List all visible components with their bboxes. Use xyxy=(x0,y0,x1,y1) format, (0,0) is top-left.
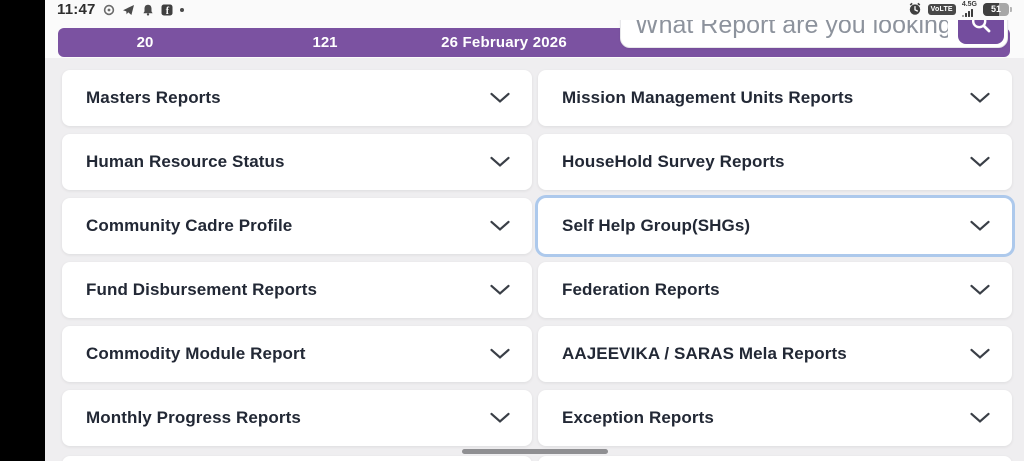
card-label: Masters Reports xyxy=(86,88,221,107)
battery-icon: 51 xyxy=(983,2,1012,16)
battery-percent: 51 xyxy=(990,4,1001,14)
telegram-icon xyxy=(122,4,135,16)
partial-card-left[interactable] xyxy=(62,456,532,461)
status-bar-left: 11:47 f xyxy=(57,1,184,18)
card-label: Mission Management Units Reports xyxy=(562,88,854,107)
signal-strength-bars xyxy=(961,9,973,17)
report-category-commodity-module-report[interactable]: Commodity Module Report xyxy=(62,326,532,382)
chevron-down-icon xyxy=(970,154,990,172)
chevron-down-icon xyxy=(490,282,510,300)
camera-cutout-strip xyxy=(0,0,45,461)
status-bar: 11:47 f VoLTE xyxy=(45,0,1024,20)
report-category-aajeevika-saras-mela-reports[interactable]: AAJEEVIKA / SARAS Mela Reports xyxy=(538,326,1012,382)
report-category-exception-reports[interactable]: Exception Reports xyxy=(538,390,1012,446)
record-circle-icon xyxy=(103,4,115,16)
chevron-down-icon xyxy=(970,218,990,236)
card-label: AAJEEVIKA / SARAS Mela Reports xyxy=(562,344,847,363)
magnifier-icon xyxy=(970,20,992,37)
svg-text:f: f xyxy=(165,6,169,16)
dot-icon xyxy=(179,7,184,12)
chevron-down-icon xyxy=(490,218,510,236)
report-category-monthly-progress-reports[interactable]: Monthly Progress Reports xyxy=(62,390,532,446)
report-search-box xyxy=(620,20,1008,48)
chevron-down-icon xyxy=(490,154,510,172)
header-stat-2: 121 xyxy=(312,34,338,51)
facebook-icon: f xyxy=(161,4,173,16)
chevron-down-icon xyxy=(970,410,990,428)
chevron-down-icon xyxy=(490,90,510,108)
gesture-navigation-pill[interactable] xyxy=(462,449,608,454)
chevron-down-icon xyxy=(970,282,990,300)
report-category-self-help-group-shgs[interactable]: Self Help Group(SHGs) xyxy=(538,198,1012,254)
chevron-down-icon xyxy=(970,346,990,364)
report-category-community-cadre-profile[interactable]: Community Cadre Profile xyxy=(62,198,532,254)
card-label: Federation Reports xyxy=(562,280,720,299)
card-label: Exception Reports xyxy=(562,408,714,427)
app-content: 20 121 26 February 2026 Masters Reports … xyxy=(45,20,1024,461)
card-label: Self Help Group(SHGs) xyxy=(562,216,751,235)
header-stat-1: 20 xyxy=(136,34,154,51)
header-date: 26 February 2026 xyxy=(441,34,567,51)
status-bar-right: VoLTE 4.5G 51 xyxy=(908,1,1012,17)
search-button[interactable] xyxy=(958,20,1004,44)
report-category-mission-management-units-reports[interactable]: Mission Management Units Reports xyxy=(538,70,1012,126)
report-category-human-resource-status[interactable]: Human Resource Status xyxy=(62,134,532,190)
report-category-fund-disbursement-reports[interactable]: Fund Disbursement Reports xyxy=(62,262,532,318)
chevron-down-icon xyxy=(970,90,990,108)
network-type-label: 4.5G xyxy=(961,1,977,8)
signal-bars-icon: 4.5G xyxy=(961,1,977,17)
report-category-household-survey-reports[interactable]: HouseHold Survey Reports xyxy=(538,134,1012,190)
clock-time: 11:47 xyxy=(57,1,96,18)
volte-badge: VoLTE xyxy=(927,3,956,15)
report-category-masters-reports[interactable]: Masters Reports xyxy=(62,70,532,126)
search-input[interactable] xyxy=(623,20,948,47)
chevron-down-icon xyxy=(490,346,510,364)
report-category-federation-reports[interactable]: Federation Reports xyxy=(538,262,1012,318)
card-label: HouseHold Survey Reports xyxy=(562,152,785,171)
card-label: Fund Disbursement Reports xyxy=(86,280,318,299)
card-label: Commodity Module Report xyxy=(86,344,306,363)
bell-icon xyxy=(142,4,154,16)
device-screen: 11:47 f VoLTE xyxy=(45,0,1024,461)
card-label: Monthly Progress Reports xyxy=(86,408,301,427)
card-label: Community Cadre Profile xyxy=(86,216,293,235)
partial-card-right[interactable] xyxy=(538,456,1012,461)
chevron-down-icon xyxy=(490,410,510,428)
card-label: Human Resource Status xyxy=(86,152,285,171)
alarm-clock-icon xyxy=(908,2,922,16)
